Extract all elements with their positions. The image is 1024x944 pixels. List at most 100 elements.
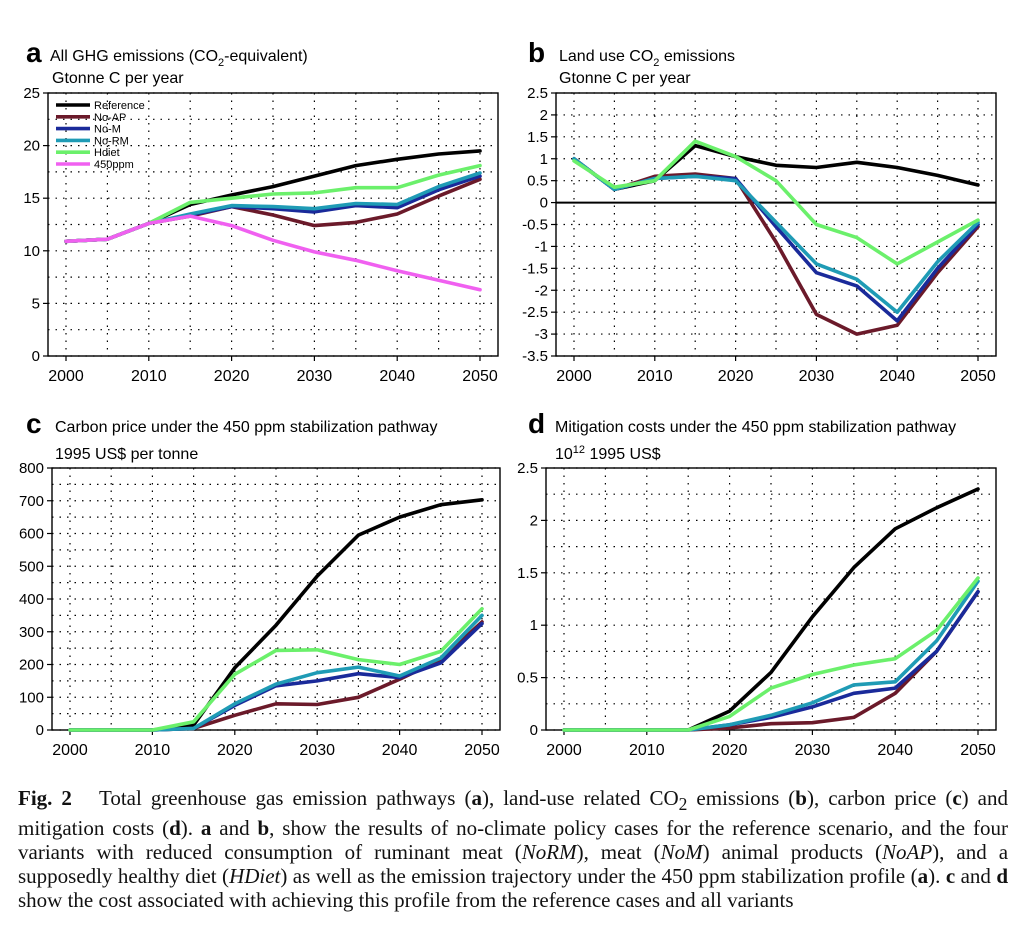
y-tick-label: 5 (32, 295, 40, 312)
caption-text: ), carbon price ( (806, 786, 953, 810)
y-tick-label: 0 (540, 195, 548, 212)
y-tick-label: 2 (530, 512, 538, 529)
y-tick-label: 1.5 (517, 565, 538, 582)
panel-title: Mitigation costs under the 450 ppm stabi… (555, 419, 956, 436)
panel-title: Land use CO2 emissions (559, 48, 735, 69)
caption-text: ). (928, 864, 946, 889)
x-tick-label: 2030 (297, 368, 333, 385)
caption-text: and (211, 816, 258, 841)
y-tick-label: 100 (19, 689, 44, 706)
y-tick-label: -2 (535, 282, 548, 299)
panel-letter: b (528, 37, 545, 68)
y-tick-label: -3.5 (522, 348, 548, 365)
y-axis-label: Gtonne C per year (52, 70, 184, 87)
caption-italic: HDiet (229, 864, 281, 889)
caption-text: emissions ( (687, 786, 796, 810)
panel-title: All GHG emissions (CO2-equivalent) (50, 48, 308, 69)
y-tick-label: -2.5 (522, 304, 548, 321)
x-tick-label: 2020 (214, 368, 250, 385)
caption-ref: b (795, 786, 807, 810)
x-tick-label: 2020 (217, 742, 253, 759)
x-tick-label: 2030 (799, 368, 835, 385)
panel-title-subscript: 2 (218, 57, 224, 69)
legend-label: Reference (94, 100, 145, 112)
panel-title: Carbon price under the 450 ppm stabiliza… (55, 419, 437, 436)
y-axis-label: 1012 1995 US$ (555, 444, 661, 463)
caption-label: Fig. 2 (18, 786, 72, 810)
x-tick-label: 2000 (556, 368, 592, 385)
y-tick-label: 0 (530, 722, 538, 739)
x-tick-label: 2050 (960, 368, 996, 385)
panel-c: c Carbon price under the 450 ppm stabiliz… (19, 408, 501, 759)
series-line-450ppm (64, 214, 482, 292)
panel-title-text: -equivalent) (224, 48, 308, 65)
y-tick-label: 2 (540, 107, 548, 124)
caption-ref: c (945, 864, 956, 889)
panel-a: a All GHG emissions (CO2-equivalent)Gtonn… (23, 37, 499, 385)
caption-text: , show the results of no-climate policy … (18, 816, 1008, 865)
y-tick-label: 2.5 (527, 85, 548, 102)
caption-text: and (955, 864, 997, 889)
caption-ref: b (257, 816, 270, 841)
y-tick-label: -0.5 (522, 217, 548, 234)
caption-text: show the cost associated with achieving … (18, 888, 794, 913)
legend-label: No-M (94, 124, 121, 136)
legend-label: 450ppm (94, 159, 134, 171)
series-line-hdiet (68, 606, 484, 732)
panel-letter: c (26, 408, 42, 439)
panel-title-text: Land use CO (559, 48, 653, 65)
figure-caption: Fig. 2 Total greenhouse gas emission pat… (18, 786, 1008, 912)
panel-title-subscript: 2 (653, 57, 659, 69)
y-axis-label-superscript: 12 (573, 444, 585, 456)
x-tick-label: 2040 (382, 742, 418, 759)
caption-italic: NoRM (521, 840, 577, 865)
legend-label: No-AP (94, 112, 126, 124)
y-axis-label-text: 1995 US$ per tonne (55, 446, 198, 463)
y-tick-label: 20 (23, 138, 40, 155)
y-tick-label: 0.5 (517, 670, 538, 687)
panel-letter: a (26, 37, 42, 68)
x-tick-label: 2050 (464, 742, 500, 759)
series-line-hdiet (572, 139, 980, 266)
y-tick-label: 1 (540, 151, 548, 168)
y-tick-label: 600 (19, 526, 44, 543)
caption-ref: a (471, 786, 482, 810)
y-tick-label: 0.5 (527, 173, 548, 190)
y-tick-label: 0 (36, 722, 44, 739)
x-tick-label: 2020 (718, 368, 754, 385)
y-tick-label: -3 (535, 326, 548, 343)
caption-text: ). (180, 816, 201, 841)
caption-ref: d (996, 864, 1009, 889)
x-tick-label: 2030 (795, 742, 831, 759)
x-tick-label: 2050 (960, 742, 996, 759)
y-tick-label: 800 (19, 460, 44, 477)
caption-text: ), and a supposedly healthy diet ( (18, 840, 1009, 889)
y-tick-label: 15 (23, 190, 40, 207)
plot-frame (47, 92, 499, 357)
x-tick-label: 2010 (637, 368, 673, 385)
y-tick-label: 0 (32, 348, 40, 365)
y-axis-label-text: Gtonne C per year (559, 70, 691, 87)
caption-text: ) and mitigation costs ( (18, 786, 1008, 841)
x-tick-label: 2010 (135, 742, 171, 759)
legend-label: No-RM (94, 135, 129, 147)
x-tick-label: 2000 (48, 368, 84, 385)
y-tick-label: 1 (530, 617, 538, 634)
figure-panels: a All GHG emissions (CO2-equivalent)Gtonn… (19, 37, 997, 759)
x-tick-label: 2040 (879, 368, 915, 385)
y-tick-label: 300 (19, 624, 44, 641)
y-axis-label-text: 10 (555, 446, 573, 463)
y-tick-label: 1.5 (527, 129, 548, 146)
y-tick-label: 2.5 (517, 460, 538, 477)
y-tick-label: 10 (23, 243, 40, 260)
panel-title-text: emissions (659, 48, 735, 65)
panel-title-text: Mitigation costs under the 450 ppm stabi… (555, 419, 956, 436)
y-tick-label: 200 (19, 657, 44, 674)
panel-title-text: All GHG emissions (CO (50, 48, 218, 65)
caption-ref: a (917, 864, 929, 889)
caption-subscript: 2 (678, 794, 688, 815)
caption-ref: c (952, 786, 962, 810)
y-axis-label: 1995 US$ per tonne (55, 446, 198, 463)
caption-italic: NoAP (882, 840, 933, 865)
y-tick-label: 700 (19, 493, 44, 510)
